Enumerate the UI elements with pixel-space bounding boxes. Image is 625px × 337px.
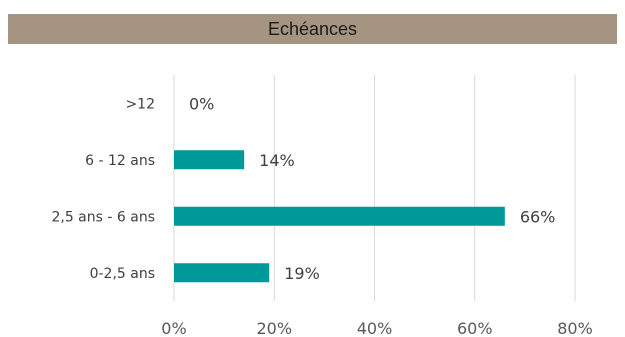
bar [174,206,505,226]
bar [174,263,270,283]
chart-title: Echéances [8,14,617,44]
x-tick-label: 60% [457,319,493,337]
x-tick-label: 20% [256,319,292,337]
data-label: 66% [520,207,556,226]
data-label: 19% [284,264,320,283]
x-tick-label: 0% [161,319,186,337]
x-tick-label: 40% [357,319,393,337]
category-label: 6 - 12 ans [85,153,155,169]
category-label: >12 [125,96,155,112]
data-label: 14% [259,151,295,170]
data-label: 0% [189,94,214,113]
bar [174,150,245,170]
category-label: 2,5 ans - 6 ans [51,209,155,225]
x-tick-label: 80% [557,319,593,337]
category-label: 0-2,5 ans [90,266,155,282]
